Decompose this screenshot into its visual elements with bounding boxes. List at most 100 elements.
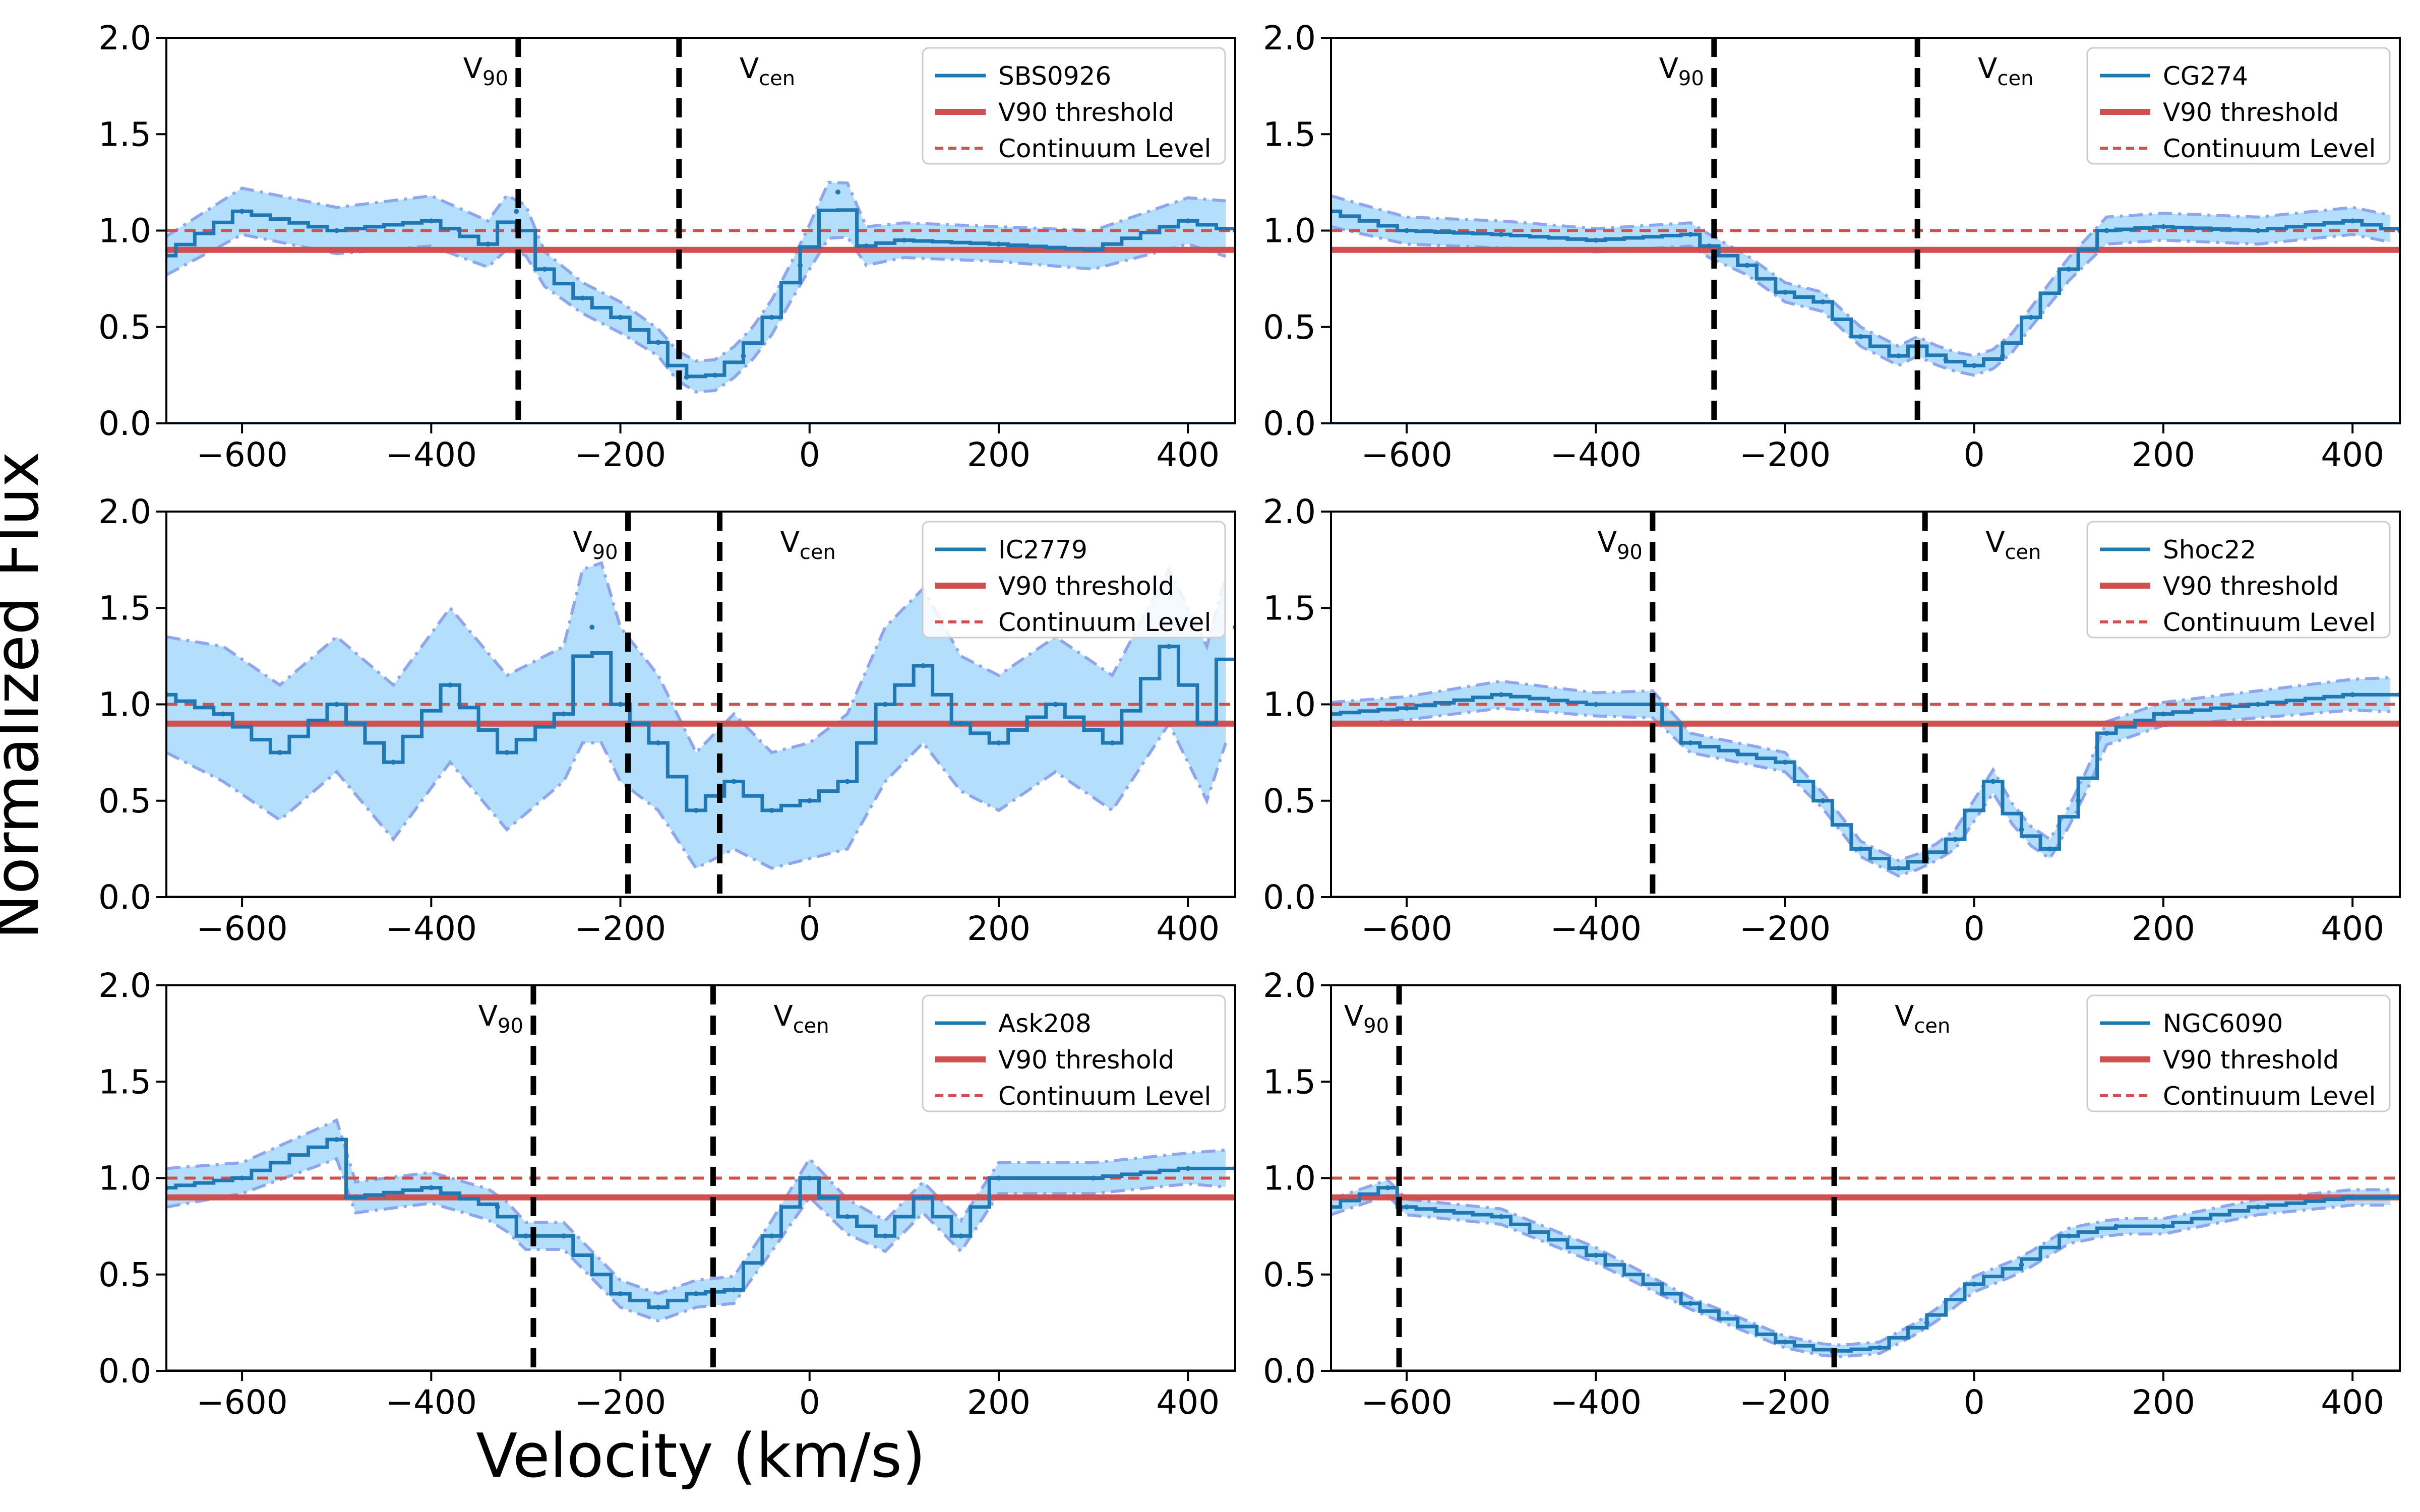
y-tick-label: 0.5 xyxy=(98,308,151,347)
legend: Ask208 V90 threshold Continuum Level xyxy=(922,994,1226,1112)
data-point xyxy=(741,353,746,359)
data-point xyxy=(769,314,774,320)
x-tick-label: −600 xyxy=(196,1383,287,1422)
y-tick-label: 0.0 xyxy=(98,878,151,917)
legend: NGC6090 V90 threshold Continuum Level xyxy=(2086,994,2391,1112)
x-tick-label: 200 xyxy=(2132,435,2195,474)
legend-box xyxy=(2086,994,2391,1112)
v90-label: V90 xyxy=(478,1000,523,1038)
x-tick-label: −200 xyxy=(1739,909,1831,948)
legend-continuum-label: Continuum Level xyxy=(998,608,1211,637)
data-point xyxy=(1687,232,1693,237)
x-tick-label: 0 xyxy=(1964,909,1985,948)
y-tick-label: 0.5 xyxy=(98,782,151,821)
data-point xyxy=(1896,353,1901,359)
data-point xyxy=(1404,1204,1410,1210)
data-point xyxy=(958,721,963,726)
legend: CG274 V90 threshold Continuum Level xyxy=(2086,47,2391,165)
legend-series-label: Ask208 xyxy=(998,1009,1092,1038)
data-point xyxy=(807,1175,812,1181)
y-tick-label: 2.0 xyxy=(1263,966,1316,1005)
figure-y-axis-label: Normalized Flux xyxy=(0,452,52,939)
data-point xyxy=(239,1175,245,1181)
data-point xyxy=(561,1233,566,1239)
data-point xyxy=(1385,1185,1390,1190)
x-tick-label: 200 xyxy=(967,1383,1031,1422)
data-point xyxy=(2350,1194,2355,1200)
data-point xyxy=(1971,1281,1977,1287)
legend-box xyxy=(922,47,1226,165)
data-point xyxy=(1110,740,1115,745)
chart-panel-3: V90 Vcen −600 −400 −200 0 200 400 0.0 0.5 1.0 1.5 2.… xyxy=(98,492,1236,948)
data-point xyxy=(731,1287,737,1293)
data-point xyxy=(1953,837,1958,842)
data-point xyxy=(996,740,1001,745)
x-tick-label: 400 xyxy=(2321,909,2384,948)
data-point xyxy=(1782,1339,1788,1345)
data-point xyxy=(2113,1224,2119,1229)
data-point xyxy=(1498,232,1504,237)
error-band xyxy=(1331,1180,2391,1357)
data-point xyxy=(1593,1252,1599,1258)
legend-threshold-label: V90 threshold xyxy=(998,1045,1174,1075)
data-point xyxy=(334,702,339,707)
data-point xyxy=(1877,1345,1883,1351)
legend-series-label: Shoc22 xyxy=(2163,535,2256,564)
data-point xyxy=(693,807,699,813)
x-tick-label: 200 xyxy=(967,909,1031,948)
data-point xyxy=(1166,644,1172,649)
data-point xyxy=(334,228,339,233)
legend-series-label: IC2779 xyxy=(998,535,1087,564)
data-point xyxy=(1404,228,1410,233)
x-tick-label: 0 xyxy=(1964,435,1985,474)
spectrum-step-line xyxy=(1331,692,2400,870)
plot-area xyxy=(1331,194,2400,423)
v90-label: V90 xyxy=(1344,1000,1389,1038)
data-point xyxy=(1858,846,1863,852)
data-point xyxy=(2047,846,2052,852)
legend-continuum-label: Continuum Level xyxy=(2163,134,2376,163)
y-tick-label: 2.0 xyxy=(98,492,151,531)
data-point xyxy=(277,750,283,755)
data-point xyxy=(2000,353,2006,359)
data-point xyxy=(882,702,888,707)
x-tick-label: 200 xyxy=(967,435,1031,474)
data-point xyxy=(1053,702,1058,707)
data-point xyxy=(731,779,737,784)
v90-label: V90 xyxy=(463,52,508,90)
data-point xyxy=(1820,798,1826,803)
plot-area xyxy=(166,1118,1235,1371)
y-tick-label: 2.0 xyxy=(1263,492,1316,531)
legend-series-label: NGC6090 xyxy=(2163,1009,2283,1038)
legend-continuum-label: Continuum Level xyxy=(998,134,1211,163)
y-tick-label: 0.0 xyxy=(1263,404,1316,443)
data-point xyxy=(2350,692,2355,698)
data-point xyxy=(920,1194,926,1200)
x-tick-label: −600 xyxy=(196,909,287,948)
data-point xyxy=(542,267,548,272)
data-point xyxy=(1687,1301,1693,1306)
data-point xyxy=(429,1185,434,1190)
x-tick-label: −200 xyxy=(1739,1383,1831,1422)
data-point xyxy=(239,209,245,214)
error-band xyxy=(166,182,1226,392)
data-point xyxy=(2160,711,2166,717)
data-point xyxy=(523,1233,528,1239)
data-point xyxy=(618,1291,623,1296)
data-point xyxy=(882,1233,888,1239)
plot-area xyxy=(1331,1176,2400,1371)
vcen-label: Vcen xyxy=(1978,52,2033,90)
y-tick-label: 1.5 xyxy=(98,1062,151,1101)
x-tick-label: 400 xyxy=(1156,435,1220,474)
data-point xyxy=(2104,228,2109,233)
data-point xyxy=(1943,357,1949,362)
y-tick-label: 0.0 xyxy=(1263,878,1316,917)
x-tick-label: −400 xyxy=(1550,1383,1642,1422)
x-tick-label: −400 xyxy=(386,435,477,474)
data-point xyxy=(1971,363,1977,368)
data-point xyxy=(1924,1320,1929,1326)
x-tick-label: −400 xyxy=(1550,909,1642,948)
error-band xyxy=(166,1120,1226,1321)
data-point xyxy=(1744,263,1750,268)
